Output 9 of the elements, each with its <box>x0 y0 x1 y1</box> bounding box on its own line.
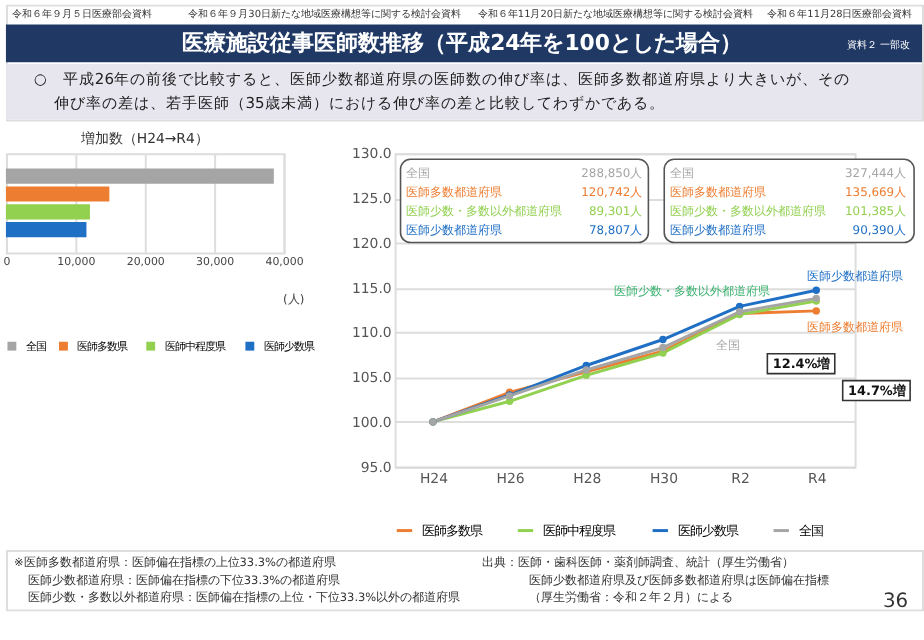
bar <box>5 222 87 238</box>
chart-title: 医療施設従事医師数推移（平成24年を100とした場合） <box>182 30 742 57</box>
bar <box>5 186 110 202</box>
text: 36 <box>882 591 909 614</box>
point <box>659 335 667 344</box>
point <box>812 286 820 294</box>
point <box>812 307 820 315</box>
bar <box>5 168 274 184</box>
bar <box>5 204 90 220</box>
